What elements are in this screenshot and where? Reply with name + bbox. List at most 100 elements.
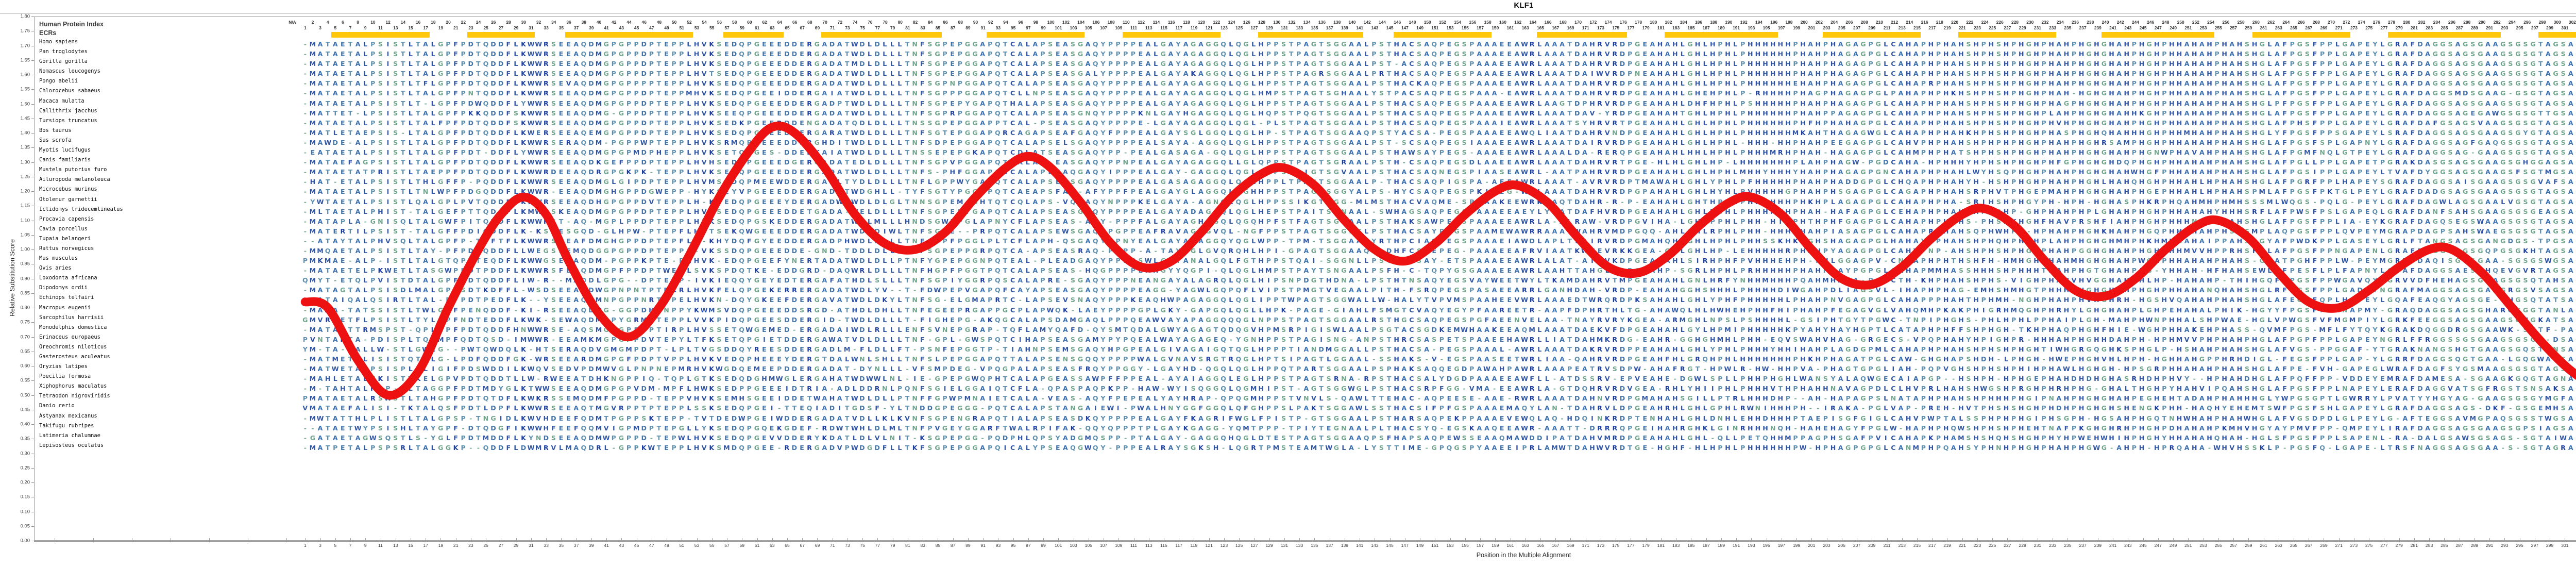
species-label[interactable]: Tursiops truncatus — [39, 117, 97, 124]
ecr-segment[interactable] — [1258, 32, 1364, 38]
x-axis-tick-mark — [1736, 538, 1737, 541]
species-label[interactable]: Astyanax mexicanus — [39, 412, 97, 419]
position-number: 14 — [400, 20, 406, 25]
position-number: 62 — [762, 20, 767, 25]
y-axis-tick-label: 0.10 — [20, 509, 30, 514]
ecr-segment[interactable] — [1958, 32, 2057, 38]
species-label[interactable]: Gasterosteus aculeatus — [39, 354, 110, 360]
species-label[interactable]: Erinaceus europaeus — [39, 333, 100, 340]
position-number: 229 — [2019, 25, 2026, 30]
ecr-segment[interactable] — [1536, 32, 1628, 38]
species-label[interactable]: Homo sapiens — [39, 39, 78, 45]
x-axis-tick-mark — [440, 538, 442, 541]
ecr-segment[interactable] — [1823, 32, 1921, 38]
species-label[interactable]: Tupaia belangeri — [39, 235, 91, 242]
species-label[interactable]: Callithrix jacchus — [39, 107, 97, 114]
x-axis-tick-label: 161 — [1506, 543, 1514, 548]
species-label[interactable]: Loxodonta africana — [39, 275, 97, 281]
x-axis-tick-label: 267 — [2305, 543, 2313, 548]
species-label[interactable]: Canis familiaris — [39, 157, 91, 163]
ecr-segment[interactable] — [2102, 32, 2215, 38]
species-label[interactable]: Otolemur garnettii — [39, 196, 97, 203]
species-label[interactable]: Poecilia formosa — [39, 373, 91, 380]
species-label[interactable]: Oreochromis niloticus — [39, 343, 107, 350]
species-label[interactable]: Ailuropoda melanoleuca — [39, 176, 110, 183]
x-axis-tick-label: 123 — [1220, 543, 1228, 548]
position-number: 127 — [1250, 25, 1258, 30]
species-label[interactable]: Mustela putorius furo — [39, 166, 107, 173]
species-label[interactable]: Mus musculus — [39, 255, 78, 262]
species-label[interactable]: Sarcophilus harrisii — [39, 314, 104, 321]
position-number: 144 — [1378, 20, 1386, 25]
position-number: 82 — [912, 20, 918, 25]
alignment-row: - M A T A E T A L P S I S T L T A L F P F P D T Q D D F S K WW R S E E A Q D M… — [303, 119, 2576, 127]
alignment-row: - M A T A E T A L P S I S T L T A L G P F P D T Q D D F L K WW R S E E A Q D M… — [303, 60, 2576, 68]
ecr-segment[interactable] — [821, 32, 942, 38]
species-label[interactable]: Dipodomys ordii — [39, 285, 88, 291]
position-number: 18 — [431, 20, 436, 25]
ecr-segment[interactable] — [2252, 32, 2350, 38]
ecr-segment[interactable] — [565, 32, 693, 38]
x-axis-tick-label: 213 — [1898, 543, 1906, 548]
x-axis-tick-label: 25 — [483, 543, 488, 548]
species-label[interactable]: Pan troglodytes — [39, 48, 88, 55]
species-label[interactable]: Rattus norvegicus — [39, 245, 94, 252]
x-axis-tick-label: 221 — [1958, 543, 1966, 548]
x-axis-tick-mark — [2338, 538, 2340, 541]
position-number: 67 — [800, 25, 805, 30]
x-axis-tick-label: 21 — [453, 543, 459, 548]
ecr-segment[interactable] — [987, 32, 1085, 38]
position-number: 181 — [1657, 25, 1665, 30]
y-axis-tick-mark — [31, 147, 34, 148]
species-label[interactable]: Latimeria chalumnae — [39, 432, 100, 439]
species-label[interactable]: Myotis lucifugus — [39, 147, 91, 154]
species-label[interactable]: Echinops telfairi — [39, 294, 94, 301]
species-label[interactable]: Tetraodon nigroviridis — [39, 393, 110, 399]
x-axis-tick-mark — [1284, 538, 1285, 541]
alignment-row: - M A T A E T A L P S I S T L T F L G P F P D T Q D D F L K WW R S E V A Q D M… — [303, 79, 2576, 88]
x-axis-tick-label: 283 — [2425, 543, 2433, 548]
species-label[interactable]: Xiphophorus maculatus — [39, 383, 107, 390]
species-label[interactable]: Gorilla gorilla — [39, 58, 88, 65]
species-label[interactable]: Oryzias latipes — [39, 363, 88, 370]
species-label[interactable]: Ictidomys tridecemlineatus — [39, 206, 123, 212]
species-label[interactable]: Ovis aries — [39, 265, 72, 272]
species-label[interactable]: Pongo abelii — [39, 78, 78, 85]
species-label[interactable]: Macropus eugenii — [39, 304, 91, 311]
x-axis-tick-label: 159 — [1492, 543, 1499, 548]
ecr-segment[interactable] — [1665, 32, 1778, 38]
position-number: 36 — [566, 20, 571, 25]
y-axis-tick-label: 0.40 — [20, 421, 30, 427]
ecr-segment[interactable] — [1122, 32, 1221, 38]
alignment-row: - - A T A E T W Y P S I S H L T A Y G P F - D T Q D G F I K WW H F E E F Q Q M… — [303, 424, 2576, 432]
species-label[interactable]: Procavia capensis — [39, 215, 94, 222]
x-axis-tick-mark — [1811, 538, 1812, 541]
position-number: 29 — [513, 25, 519, 30]
position-number: 141 — [1356, 25, 1364, 30]
position-number: 216 — [1921, 20, 1928, 25]
species-label[interactable]: Macaca mulatta — [39, 97, 84, 104]
species-label[interactable]: Chlorocebus sabaeus — [39, 88, 100, 94]
na-label: N/A — [289, 20, 296, 25]
ecr-segment[interactable] — [2387, 32, 2501, 38]
ecr-segment[interactable] — [2538, 32, 2576, 38]
species-label[interactable]: Bos taurus — [39, 127, 72, 134]
alignment-row: - M A T A E T A L P S I S T L T A L G P F P D T Q D D F L K WW R S E E A Q D M… — [303, 50, 2576, 58]
species-label[interactable]: Lepisosteus oculatus — [39, 442, 104, 448]
position-number: 131 — [1280, 25, 1288, 30]
species-label[interactable]: Danio rerio — [39, 403, 75, 409]
ecr-segment[interactable] — [331, 32, 430, 38]
position-number: 288 — [2463, 20, 2471, 25]
x-axis-tick-mark — [983, 538, 984, 541]
species-label[interactable]: Nomascus leucogenys — [39, 68, 100, 75]
x-axis-tick-label: 297 — [2531, 543, 2538, 548]
ecr-segment[interactable] — [723, 32, 784, 38]
position-number: 265 — [2290, 25, 2297, 30]
ecr-segment[interactable] — [1393, 32, 1492, 38]
species-label[interactable]: Cavia porcellus — [39, 225, 88, 232]
species-label[interactable]: Sus scrofa — [39, 137, 72, 143]
ecr-segment[interactable] — [467, 32, 535, 38]
species-label[interactable]: Microcebus murinus — [39, 186, 97, 193]
species-label[interactable]: Takifugu rubripes — [39, 422, 94, 429]
species-label[interactable]: Monodelphis domestica — [39, 324, 107, 330]
